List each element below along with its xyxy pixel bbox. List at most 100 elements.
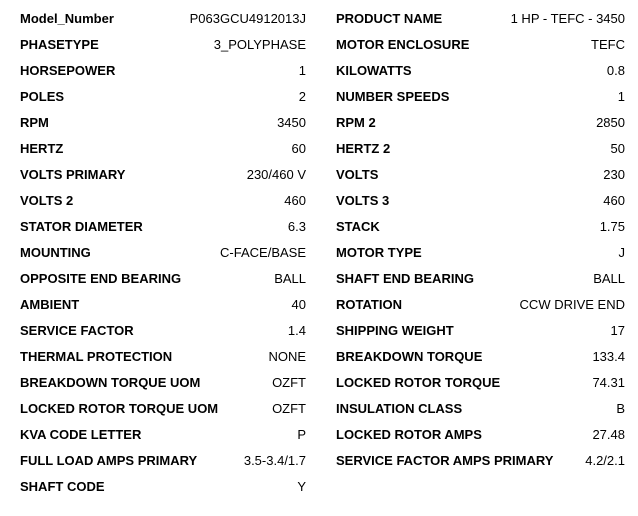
spec-value: 230/460 V [246,166,306,182]
spec-value: 460 [284,192,306,208]
spec-value: 4.2/2.1 [585,452,625,468]
spec-label: LOCKED ROTOR TORQUE [336,374,501,390]
row-ambient: AMBIENT 40 [20,291,306,317]
spec-value: 40 [291,296,306,312]
spec-label: FULL LOAD AMPS PRIMARY [20,452,198,468]
spec-value: CCW DRIVE END [519,296,625,312]
spec-value: 17 [610,322,625,338]
spec-column-right: PRODUCT NAME 1 HP - TEFC - 3450 MOTOR EN… [336,5,625,473]
spec-label: AMBIENT [20,296,80,312]
spec-label: SERVICE FACTOR [20,322,134,338]
row-insulation-class: INSULATION CLASS B [336,395,625,421]
spec-label: SERVICE FACTOR AMPS PRIMARY [336,452,554,468]
row-hertz-2: HERTZ 2 50 [336,135,625,161]
row-mounting: MOUNTING C-FACE/BASE [20,239,306,265]
spec-label: POLES [20,88,65,104]
spec-label: KVA CODE LETTER [20,426,142,442]
spec-value: BALL [274,270,306,286]
spec-value: 6.3 [287,218,306,234]
spec-label: LOCKED ROTOR AMPS [336,426,482,442]
row-kva-code-letter: KVA CODE LETTER P [20,421,306,447]
spec-label: SHAFT CODE [20,478,105,494]
spec-value: 2850 [596,114,625,130]
row-motor-type: MOTOR TYPE J [336,239,625,265]
spec-value: 230 [603,166,625,182]
spec-label: PHASETYPE [20,36,99,52]
row-full-load-amps-primary: FULL LOAD AMPS PRIMARY 3.5-3.4/1.7 [20,447,306,473]
spec-value: 27.48 [592,426,625,442]
spec-label: MOUNTING [20,244,91,260]
row-locked-rotor-torque: LOCKED ROTOR TORQUE 74.31 [336,369,625,395]
spec-value: 1.75 [599,218,625,234]
spec-label: MOTOR ENCLOSURE [336,36,470,52]
row-poles: POLES 2 [20,83,306,109]
spec-label: BREAKDOWN TORQUE [336,348,483,364]
row-service-factor: SERVICE FACTOR 1.4 [20,317,306,343]
spec-label: STATOR DIAMETER [20,218,143,234]
spec-label: INSULATION CLASS [336,400,463,416]
spec-label: OPPOSITE END BEARING [20,270,182,286]
row-thermal-protection: THERMAL PROTECTION NONE [20,343,306,369]
spec-value: 0.8 [606,62,625,78]
spec-value: 460 [603,192,625,208]
spec-value: 60 [291,140,306,156]
row-locked-rotor-amps: LOCKED ROTOR AMPS 27.48 [336,421,625,447]
spec-label: VOLTS [336,166,379,182]
spec-label: VOLTS PRIMARY [20,166,126,182]
row-hertz: HERTZ 60 [20,135,306,161]
spec-label: HORSEPOWER [20,62,116,78]
spec-label: PRODUCT NAME [336,10,443,26]
row-shipping-weight: SHIPPING WEIGHT 17 [336,317,625,343]
spec-label: THERMAL PROTECTION [20,348,173,364]
spec-label: RPM 2 [336,114,376,130]
spec-label: HERTZ 2 [336,140,391,156]
spec-value: 1 [617,88,625,104]
spec-value: Y [297,478,306,494]
spec-value: 1 HP - TEFC - 3450 [510,10,625,26]
spec-value: 50 [610,140,625,156]
row-shaft-code: SHAFT CODE Y [20,473,306,499]
spec-label: MOTOR TYPE [336,244,422,260]
row-phasetype: PHASETYPE 3_POLYPHASE [20,31,306,57]
spec-label: LOCKED ROTOR TORQUE UOM [20,400,219,416]
row-stator-diameter: STATOR DIAMETER 6.3 [20,213,306,239]
row-service-factor-amps-primary: SERVICE FACTOR AMPS PRIMARY 4.2/2.1 [336,447,625,473]
spec-label: BREAKDOWN TORQUE UOM [20,374,201,390]
spec-value: B [616,400,625,416]
spec-label: HERTZ [20,140,64,156]
spec-value: BALL [593,270,625,286]
row-model-number: Model_Number P063GCU4912013J [20,5,306,31]
spec-value: 1.4 [287,322,306,338]
spec-value: 74.31 [592,374,625,390]
spec-value: 1 [298,62,306,78]
spec-value: P063GCU4912013J [189,10,306,26]
row-kilowatts: KILOWATTS 0.8 [336,57,625,83]
spec-value: OZFT [272,400,306,416]
spec-value: 133.4 [592,348,625,364]
spec-label: ROTATION [336,296,402,312]
spec-label: Model_Number [20,10,114,26]
row-number-speeds: NUMBER SPEEDS 1 [336,83,625,109]
row-rpm-2: RPM 2 2850 [336,109,625,135]
spec-value: P [297,426,306,442]
spec-value: 3_POLYPHASE [213,36,306,52]
row-volts-3: VOLTS 3 460 [336,187,625,213]
row-rotation: ROTATION CCW DRIVE END [336,291,625,317]
row-motor-enclosure: MOTOR ENCLOSURE TEFC [336,31,625,57]
spec-value: NONE [268,348,306,364]
row-product-name: PRODUCT NAME 1 HP - TEFC - 3450 [336,5,625,31]
row-volts: VOLTS 230 [336,161,625,187]
spec-column-left: Model_Number P063GCU4912013J PHASETYPE 3… [20,5,306,499]
spec-label: STACK [336,218,380,234]
spec-value: J [618,244,626,260]
spec-label: NUMBER SPEEDS [336,88,450,104]
row-volts-primary: VOLTS PRIMARY 230/460 V [20,161,306,187]
row-opposite-end-bearing: OPPOSITE END BEARING BALL [20,265,306,291]
spec-label: VOLTS 3 [336,192,390,208]
spec-value: 3450 [277,114,306,130]
spec-label: KILOWATTS [336,62,412,78]
spec-label: RPM [20,114,49,130]
row-volts-2: VOLTS 2 460 [20,187,306,213]
spec-label: SHAFT END BEARING [336,270,474,286]
